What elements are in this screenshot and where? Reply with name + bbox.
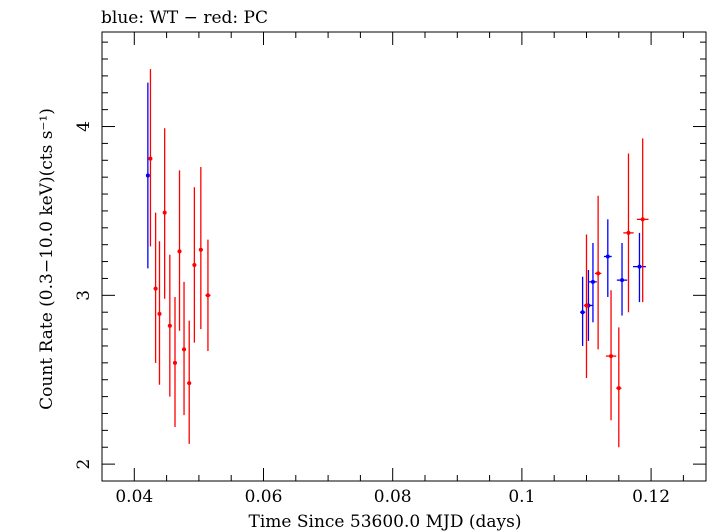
data-point [172, 360, 177, 365]
data-point [205, 293, 210, 298]
data-point [157, 311, 162, 316]
x-axis-label: Time Since 53600.0 MJD (days) [249, 512, 522, 532]
data-point [182, 347, 187, 352]
data-point [148, 156, 153, 161]
y-tick-label: 2 [74, 459, 94, 470]
y-axis-label: Count Rate (0.3−10.0 keV)(cts s⁻¹) [37, 108, 57, 410]
data-point [153, 286, 158, 291]
x-tick-label: 0.06 [245, 487, 283, 507]
data-point [198, 247, 203, 252]
data-point [580, 310, 585, 315]
x-tick-label: 0.12 [632, 487, 670, 507]
y-axis: 2 3 4 [74, 41, 706, 482]
data-point [145, 173, 150, 178]
plot-frame [101, 31, 707, 482]
series-wt [145, 82, 646, 346]
data-point [187, 381, 192, 386]
y-tick-label: 3 [74, 290, 94, 301]
data-point [640, 217, 645, 222]
data-point [609, 354, 614, 359]
data-point [177, 249, 182, 254]
data-point [605, 254, 610, 259]
data-point [584, 303, 589, 308]
x-axis: 0.04 0.06 0.08 0.1 0.12 [101, 32, 684, 507]
data-point [637, 264, 642, 269]
chart-title: blue: WT − red: PC [101, 8, 268, 28]
data-marks [145, 69, 649, 448]
data-point [626, 230, 631, 235]
x-tick-label: 0.04 [115, 487, 153, 507]
data-point [192, 262, 197, 267]
data-point [167, 323, 172, 328]
x-tick-label: 0.1 [508, 487, 535, 507]
data-point [590, 279, 595, 284]
data-point [616, 386, 621, 391]
data-point [620, 278, 625, 283]
data-point [596, 271, 601, 276]
x-tick-label: 0.08 [374, 487, 412, 507]
y-tick-label: 4 [74, 121, 94, 132]
series-pc [148, 69, 649, 448]
data-point [162, 210, 167, 215]
